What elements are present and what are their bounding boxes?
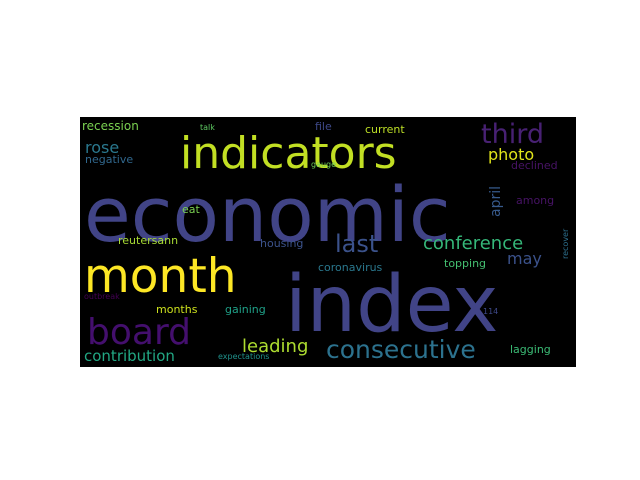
word-conference: conference — [423, 233, 523, 254]
word-may: may — [507, 249, 542, 268]
word-recession: recession — [82, 119, 139, 133]
word-rose: rose — [85, 138, 119, 157]
word-file: file — [315, 120, 332, 133]
word-topping: topping — [444, 257, 486, 270]
word-among: among — [516, 194, 554, 207]
word-board: board — [87, 312, 191, 353]
word-housing: housing — [260, 237, 303, 250]
word-recover: recover — [561, 228, 570, 259]
word-outbreak: outbreak — [84, 292, 120, 301]
word-index: index — [285, 260, 498, 350]
word-negative: negative — [85, 153, 133, 166]
word-declined: declined — [511, 159, 558, 172]
word-last: last — [335, 230, 378, 258]
word-april: april — [488, 186, 504, 217]
word-month: month — [84, 249, 237, 304]
word-eat: eat — [182, 203, 201, 216]
word-gaining: gaining — [225, 303, 266, 316]
word-indicators: indicators — [180, 128, 397, 179]
word-cloud-background — [80, 117, 576, 367]
word-current: current — [365, 123, 405, 136]
word-coronavirus: coronavirus — [318, 261, 383, 274]
word-months: months — [156, 303, 198, 316]
word-leading: leading — [242, 336, 308, 357]
word-contribution: contribution — [84, 347, 175, 365]
word-economic: economic — [84, 170, 451, 259]
word-lagging: lagging — [510, 343, 551, 356]
word-expectations: expectations — [218, 352, 269, 361]
word-114: 114 — [483, 307, 498, 316]
word-reutersann: reutersann — [118, 234, 178, 247]
word-third: third — [481, 119, 544, 150]
word-consecutive: consecutive — [326, 335, 476, 364]
word-gauge: gauge — [311, 160, 336, 169]
word-photo: photo — [488, 145, 534, 164]
word-talk: talk — [200, 123, 215, 132]
